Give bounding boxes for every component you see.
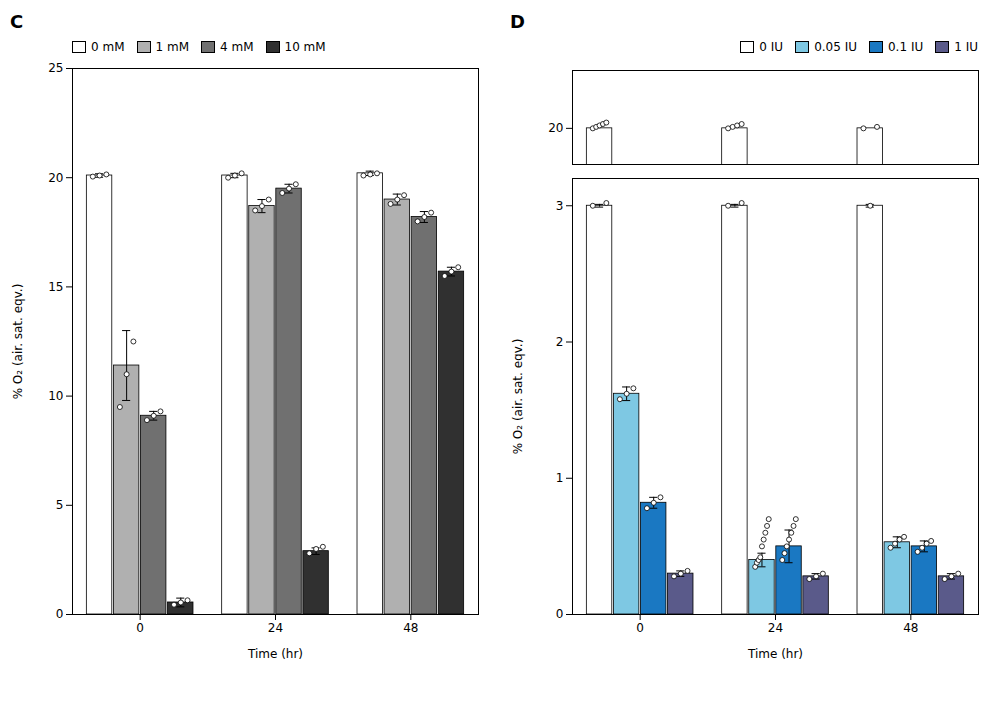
html-text:0.1 IU: 0.1 IU [888, 40, 924, 54]
svg-text:Time (hr): Time (hr) [747, 647, 803, 661]
html-text:1 IU: 1 IU [954, 40, 978, 54]
svg-text:20: 20 [48, 171, 63, 185]
html-text:10 mM: 10 mM [284, 40, 326, 54]
svg-text:% O₂ (air. sat. eqv.): % O₂ (air. sat. eqv.) [11, 284, 25, 400]
svg-text:0: 0 [136, 621, 144, 635]
svg-text:0: 0 [636, 621, 644, 635]
svg-text:25: 25 [48, 61, 63, 75]
html-text:0 mM: 0 mM [91, 40, 125, 54]
svg-text:1: 1 [556, 471, 564, 485]
html-text:C: C [10, 11, 24, 32]
svg-text:48: 48 [403, 621, 418, 635]
html-text:D: D [510, 11, 525, 32]
svg-text:24: 24 [268, 621, 283, 635]
svg-text:% O₂ (air. sat. eqv.): % O₂ (air. sat. eqv.) [511, 339, 525, 455]
svg-text:Time (hr): Time (hr) [247, 647, 303, 661]
svg-text:2: 2 [556, 335, 564, 349]
html-text:0 IU: 0 IU [759, 40, 784, 54]
svg-text:24: 24 [768, 621, 783, 635]
svg-text:10: 10 [48, 389, 63, 403]
html-text:4 mM: 4 mM [220, 40, 254, 54]
svg-text:3: 3 [556, 199, 564, 213]
svg-text:15: 15 [48, 280, 63, 294]
svg-text:48: 48 [903, 621, 918, 635]
svg-text:0: 0 [556, 607, 564, 621]
svg-text:5: 5 [56, 498, 64, 512]
svg-text:0: 0 [56, 607, 64, 621]
html-text:1 mM: 1 mM [155, 40, 189, 54]
html-text:0.05 IU: 0.05 IU [814, 40, 857, 54]
svg-text:20: 20 [548, 121, 563, 135]
